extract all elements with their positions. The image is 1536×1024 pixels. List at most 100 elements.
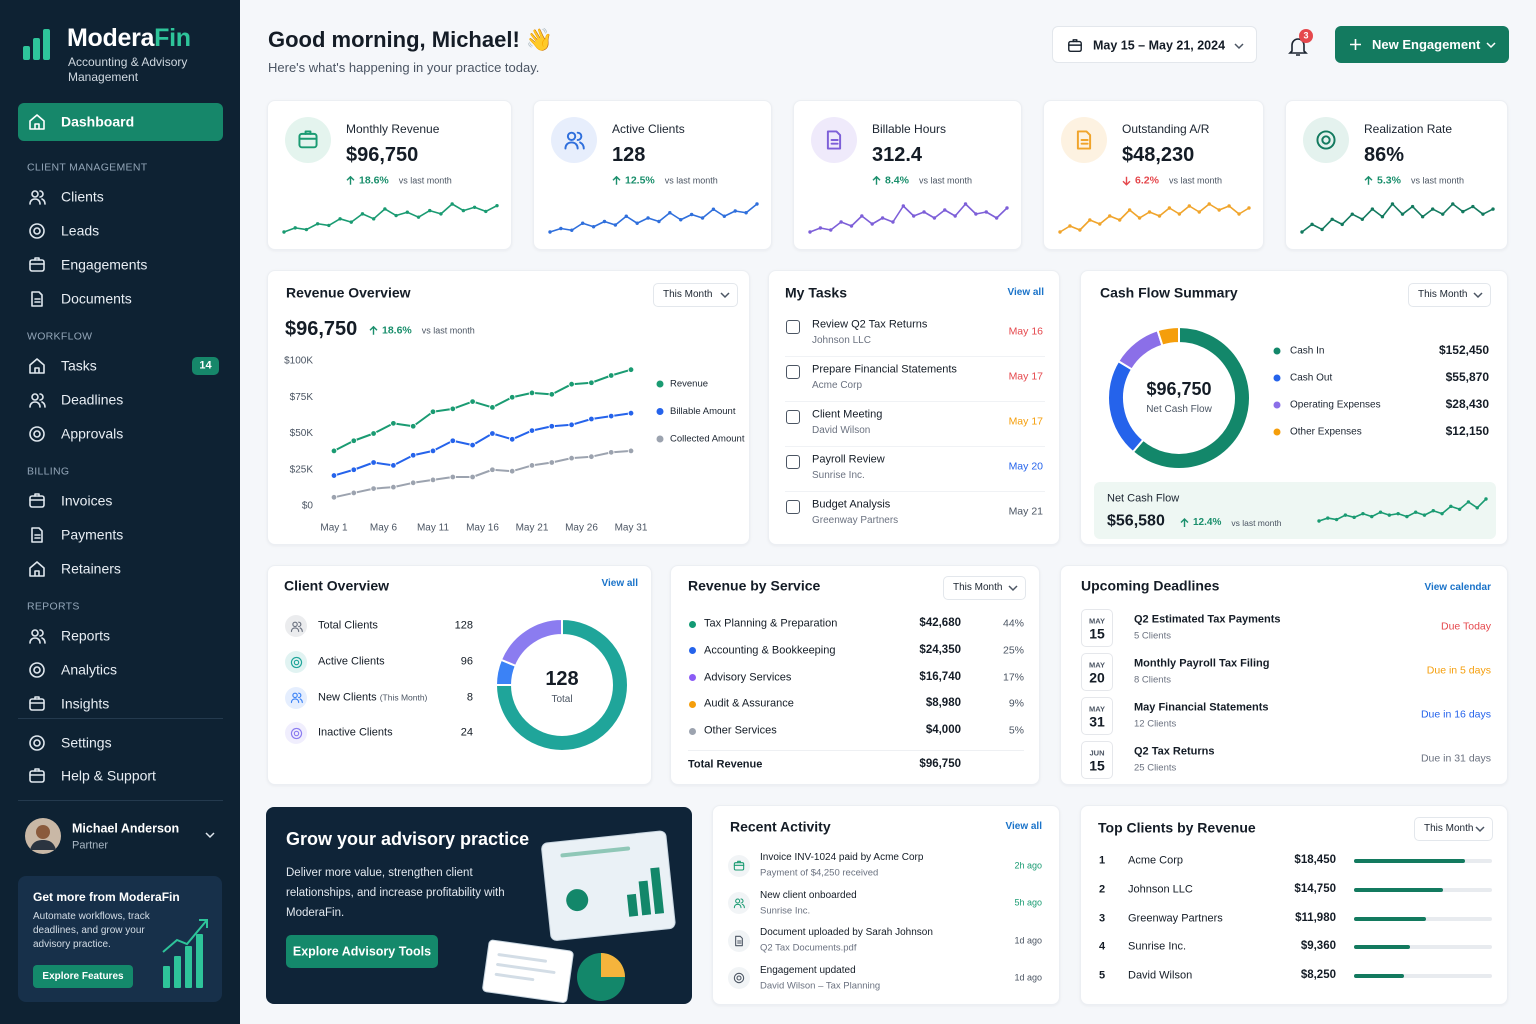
icon-shape [733, 860, 745, 866]
spark-point [839, 220, 843, 224]
screen-chart-bar [650, 867, 665, 915]
spark-point [439, 212, 443, 216]
spark-point [849, 224, 854, 228]
task-client: Sunrise Inc. [812, 470, 865, 481]
document [482, 939, 574, 1003]
hero-illustration [482, 830, 676, 1003]
series-point [449, 437, 456, 444]
series-point [350, 466, 357, 473]
donut-center-value: 128 [545, 668, 579, 690]
series-point [409, 452, 417, 459]
new-engagement-button[interactable]: New Engagement [1335, 26, 1509, 63]
series-point [489, 404, 496, 411]
change-value: 8.4% [885, 174, 909, 187]
change-compare: vs last month [398, 175, 452, 186]
nav-item[interactable]: Help & Support [18, 759, 223, 793]
nav-item[interactable]: Reports [18, 619, 223, 653]
notifications[interactable]: 3 [1284, 29, 1313, 60]
nav-item[interactable]: Leads [18, 214, 223, 248]
hero-button[interactable]: Explore Advisory Tools [286, 935, 438, 968]
kpi-value: $96,750 [346, 144, 419, 166]
spark-point [1405, 514, 1409, 519]
change-arrow [1364, 176, 1373, 185]
legend-label: Cash Out [1290, 373, 1332, 384]
nav-item[interactable]: Payments [18, 518, 223, 552]
spark-point [1187, 204, 1192, 208]
change-value: 12.4% [1193, 517, 1222, 528]
nav-item[interactable]: Settings [18, 726, 223, 760]
chevron-shape [720, 292, 730, 299]
kpi-label: Outstanding A/R [1122, 121, 1210, 136]
service-pct: 44% [1002, 617, 1024, 630]
dropdown[interactable]: This Month [1408, 283, 1491, 307]
nav-item[interactable]: Approvals [18, 417, 223, 451]
icon-shape [1068, 40, 1082, 52]
nav-item[interactable]: Clients [18, 180, 223, 214]
legend-label: Billable Amount [670, 406, 736, 417]
nav-item[interactable]: Engagements [18, 248, 223, 282]
icon [290, 621, 303, 632]
icon-shape [298, 130, 318, 140]
task-checkbox[interactable] [786, 455, 800, 469]
deadline-status: Due in 5 days [1426, 664, 1491, 677]
spark-point [1078, 228, 1082, 232]
link[interactable]: View all [601, 578, 638, 589]
row-label-note: (This Month) [379, 691, 428, 702]
dropdown[interactable]: This Month [943, 576, 1026, 600]
dropdown[interactable]: This Month [1414, 817, 1493, 841]
row-swatch [689, 700, 696, 708]
spark-point [1380, 215, 1385, 219]
spark-point [953, 214, 957, 218]
change: 12.5% vs last month [612, 175, 718, 188]
nav-item[interactable]: Documents [18, 282, 223, 316]
promo-bar [174, 956, 181, 988]
promo-button[interactable]: Explore Features [33, 965, 133, 988]
nav-item[interactable]: Invoices [18, 484, 223, 518]
tasks-card: My Tasks View all Review Q2 Tax Returns Joh… [768, 270, 1060, 545]
row-icon-bg [285, 722, 307, 744]
spark-line [283, 203, 498, 233]
service-amount: $8,980 [925, 697, 961, 710]
date-block: JUN 15 [1081, 741, 1113, 779]
chevron-shape [1234, 42, 1244, 49]
link[interactable]: View all [1007, 287, 1044, 298]
nav-item[interactable]: Tasks 14 [18, 349, 223, 383]
change-compare: vs last month [1168, 175, 1222, 186]
task-client: David Wilson [812, 425, 871, 436]
spark-point [1326, 516, 1330, 520]
service-pct: 5% [1008, 724, 1024, 737]
user-menu[interactable]: Michael Anderson Partner [18, 815, 223, 857]
activity-title: New client onboarded [760, 889, 857, 901]
promo-text: Automate workflows, track deadlines, and… [33, 911, 150, 950]
task-checkbox[interactable] [786, 365, 800, 379]
nav-item-active[interactable]: Dashboard [18, 103, 223, 141]
nav-item[interactable]: Retainers [18, 552, 223, 586]
icon-shape [1068, 38, 1082, 46]
spark-point [495, 203, 499, 208]
task-checkbox[interactable] [786, 410, 800, 424]
task-checkbox[interactable] [786, 320, 800, 334]
divider [18, 718, 223, 719]
nav-item[interactable]: Deadlines [18, 383, 223, 417]
series-point [429, 476, 437, 484]
spark-point [484, 209, 488, 214]
series-point [588, 415, 595, 423]
activity-title: Invoice INV-1024 paid by Acme Corp [760, 852, 924, 863]
date-block: MAY 20 [1081, 653, 1113, 691]
nav-item[interactable]: Insights [18, 687, 223, 721]
task-checkbox[interactable] [786, 500, 800, 514]
date-picker[interactable]: May 15 – May 21, 2024 [1052, 26, 1257, 63]
link[interactable]: View all [1005, 821, 1042, 832]
logo-bar [43, 29, 50, 60]
link[interactable]: View calendar [1424, 582, 1491, 593]
user-role: Partner [72, 839, 109, 852]
dropdown[interactable]: This Month [653, 283, 738, 307]
icon-shape [29, 768, 45, 776]
icon-shape [29, 770, 45, 783]
client-value: $11,980 [1295, 911, 1336, 924]
nav-item[interactable]: Analytics [18, 653, 223, 687]
series-point [350, 437, 357, 444]
icon [31, 291, 43, 307]
spark-point [1422, 513, 1427, 517]
spark-point [891, 220, 895, 224]
